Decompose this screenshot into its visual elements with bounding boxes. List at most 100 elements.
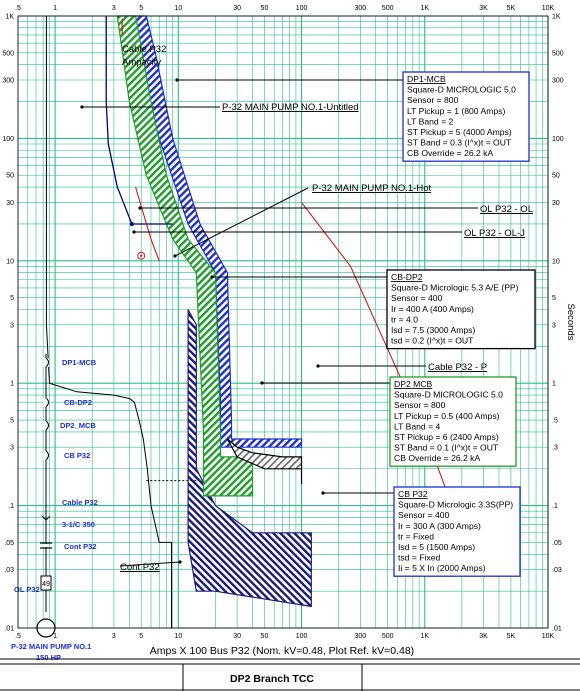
- ol-p32-ol-label: OL P32 - OL: [480, 204, 533, 215]
- x-tick-label-bottom: .5: [15, 633, 21, 640]
- box-leader-dot: [210, 275, 214, 279]
- one-line-label: 150 HP: [36, 653, 61, 662]
- box-leader-dot: [175, 78, 179, 82]
- y-tick-label-left: 30: [6, 200, 14, 207]
- cable-symbol: [41, 515, 51, 521]
- y-tick-label-left: 5: [10, 295, 14, 302]
- y-tick-label-right: 1: [552, 381, 556, 388]
- one-line-label: P-32 MAIN PUMP NO.1: [11, 642, 91, 651]
- x-tick-label-top: 10: [174, 5, 182, 12]
- cb-dp2-band: [116, 15, 254, 497]
- setting-box-line: ST Pickup = 5 (4000 Amps): [407, 127, 512, 137]
- cable-ampacity-label-2: Ampacity: [122, 57, 161, 68]
- setting-box-line: CB Override = 26.2 kA: [394, 453, 480, 463]
- setting-box-line: LT Pickup = 0.5 (400 Amps): [394, 411, 500, 421]
- one-line-diagram: DP1-MCB CB-DP2 DP2_MCB CB P32 Cable P32 3-1/C…: [11, 354, 98, 662]
- x-tick-label-bottom: 500: [382, 633, 394, 640]
- setting-box-line: Ii = 5 X In (2000 Amps): [398, 563, 486, 573]
- cb-p32-band: [187, 309, 312, 608]
- overload-relay-number: 49: [42, 581, 50, 588]
- x-tick-label-bottom: 3K: [479, 633, 488, 640]
- setting-box-line: LT Band = 4: [394, 421, 440, 431]
- x-tick-label-top: 100: [296, 5, 308, 12]
- cable-p-label: Cable P32 - P: [428, 362, 487, 373]
- y-tick-label-left: .1: [8, 503, 14, 510]
- y-tick-label-right: .01: [552, 626, 562, 633]
- x-tick-label-bottom: 1: [53, 633, 57, 640]
- ol-j-marker: [129, 221, 134, 226]
- setting-box-line: Square-D Micrologic 3.3S(PP): [398, 500, 513, 510]
- setting-box-line: Ir = 400 A (400 Amps): [391, 304, 474, 314]
- x-axis-label: Amps X 100 Bus P32 (Nom. kV=0.48, Plot R…: [150, 645, 414, 657]
- y-tick-label-left: .05: [4, 540, 14, 547]
- setting-box-line: Square-D Micrologic 5.3 A/E (PP): [391, 283, 519, 293]
- one-line-label: Cont P32: [64, 542, 97, 551]
- x-tick-label-top: 10K: [542, 5, 555, 12]
- x-tick-label-top: 3K: [479, 5, 488, 12]
- cable-ampacity-label: Cable P32: [122, 44, 166, 55]
- setting-box-line: LT Pickup = 1 (800 Amps): [407, 106, 505, 116]
- x-tick-label-bottom: 300: [354, 633, 366, 640]
- contactor-gap: [43, 544, 49, 547]
- setting-box-line: LT Band = 2: [407, 116, 453, 126]
- setting-box-line: tsd = Fixed: [398, 553, 440, 563]
- leader-line: [119, 561, 181, 567]
- breaker-gap: [43, 398, 49, 407]
- leader-dot: [80, 105, 84, 109]
- y-tick-label-right: .03: [552, 567, 562, 574]
- leader-dot: [138, 206, 142, 210]
- box-leader-dot: [260, 381, 264, 385]
- y-tick-label-right: 100: [552, 136, 564, 143]
- chart-title: DP2 Branch TCC: [230, 673, 314, 685]
- y-tick-label-left: 50: [6, 173, 14, 180]
- breaker-symbol: [45, 420, 50, 431]
- setting-box-line: ST Band = 0.1 (I^x)t = OUT: [394, 443, 499, 453]
- y-tick-label-left: .3: [8, 445, 14, 452]
- setting-box-line: ST Pickup = 6 (2400 Amps): [394, 432, 499, 442]
- y-tick-label-left: .5: [8, 418, 14, 425]
- axes: .5 .5 1 1 3 3 5 5 10 10 30 30 50 50 100 100 300 300 500 500…: [2, 5, 576, 657]
- y-tick-label-left: .03: [4, 567, 14, 574]
- setting-box: [393, 486, 521, 577]
- y-tick-label-right: 300: [552, 78, 564, 85]
- y-tick-label-right: 5: [552, 295, 556, 302]
- plot-frame: [17, 15, 549, 629]
- x-tick-label-bottom: 50: [261, 633, 269, 640]
- x-tick-label-bottom: 100: [296, 633, 308, 640]
- motor-hot-label: P-32 MAIN PUMP NO.1-Hot: [312, 183, 431, 194]
- x-tick-label-top: 5K: [507, 5, 516, 12]
- y-tick-label-left: 1: [10, 381, 14, 388]
- setting-box-line: Square-D MICROLOGIC 5.0: [407, 85, 516, 95]
- setting-box-line: Ir = 300 A (300 Amps): [398, 521, 481, 531]
- breaker-symbol: [45, 450, 50, 461]
- y-tick-label-right: 30: [552, 200, 560, 207]
- one-line-label: OL P32: [14, 585, 40, 594]
- y-tick-label-left: 300: [2, 78, 14, 85]
- setting-box-line: tsd = 0.2 (I^x)t = OUT: [391, 336, 474, 346]
- hot-stall-marker: [137, 251, 146, 260]
- y-tick-label-right: .05: [552, 540, 562, 547]
- setting-box-title: CB P32: [398, 489, 428, 499]
- one-line-label: DP2_MCB: [60, 421, 96, 430]
- x-tick-label-top: 1K: [420, 5, 429, 12]
- y-tick-label-right: 3: [552, 322, 556, 329]
- setting-box: [402, 71, 530, 162]
- leader-dot: [173, 254, 177, 258]
- one-line-label: CB-DP2: [64, 398, 92, 407]
- breaker-gap: [43, 451, 49, 460]
- leader-dot: [178, 560, 182, 564]
- hot-stall-marker-dot: [140, 254, 143, 257]
- setting-box-line: tr = Fixed: [398, 531, 434, 541]
- cont-p32-label: Cont P32: [120, 562, 160, 573]
- x-tick-label-top: 50: [261, 5, 269, 12]
- one-line-label: 3-1/C 350: [62, 520, 95, 529]
- setting-box-line: Sensor = 800: [394, 400, 446, 410]
- x-tick-label-bottom: 3: [112, 633, 116, 640]
- y-tick-label-left: 100: [2, 136, 14, 143]
- x-tick-label-top: 30: [233, 5, 241, 12]
- setting-box-line: Square-D MICROLOGIC 5.0: [394, 390, 503, 400]
- y-tick-label-right: .1: [552, 503, 558, 510]
- x-tick-label-top: 5: [139, 5, 143, 12]
- setting-box-line: Sensor = 400: [398, 510, 450, 520]
